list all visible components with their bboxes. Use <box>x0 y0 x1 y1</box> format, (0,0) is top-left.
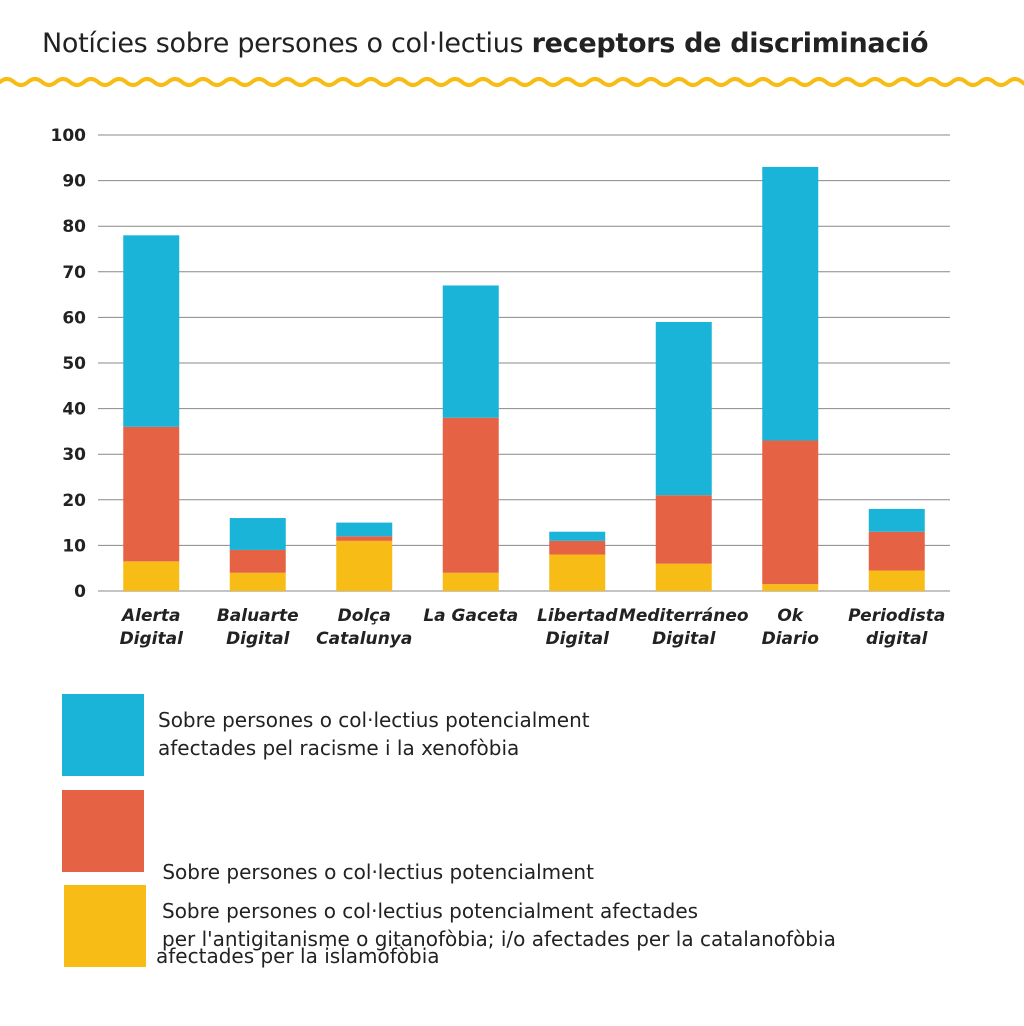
x-category-label: Digital <box>546 629 611 649</box>
legend-label-islamophobia: Sobre persones o col·lectius potencialme… <box>156 802 916 1026</box>
x-category-label: La Gaceta <box>423 606 518 626</box>
legend-label-antigypsyism-line1: Sobre persones o col·lectius potencialme… <box>162 899 699 923</box>
bar-segment <box>655 495 712 564</box>
x-category-label: Digital <box>652 629 717 649</box>
legend: Sobre persones o col·lectius potencialme… <box>0 694 1024 969</box>
bar-segment <box>229 549 286 573</box>
x-category-label: Ok <box>777 606 804 626</box>
legend-item-racism: Sobre persones o col·lectius potencialme… <box>0 694 1024 778</box>
legend-label-racism-line1: Sobre persones o col·lectius potencialme… <box>158 708 590 732</box>
bar-segment <box>868 508 925 532</box>
y-tick-label: 70 <box>62 263 86 283</box>
y-tick-label: 100 <box>51 126 87 146</box>
y-tick-label: 30 <box>62 445 86 465</box>
bar-segment <box>336 540 393 591</box>
wave-line <box>0 77 1024 87</box>
legend-item-antigypsyism: Sobre persones o col·lectius potencialme… <box>0 885 1024 969</box>
y-tick-label: 50 <box>62 354 86 374</box>
y-tick-label: 80 <box>62 217 86 237</box>
x-category-label: Mediterráneo <box>619 606 749 626</box>
x-category-label: Catalunya <box>316 629 412 649</box>
x-category-label: Dolça <box>338 606 391 626</box>
bar-segment <box>442 285 499 418</box>
legend-swatch-racism <box>62 694 144 776</box>
bar-segment <box>868 531 925 571</box>
legend-label-antigypsyism-line2: per l'antigitanisme o gitanofòbia; i/o a… <box>162 927 836 951</box>
bar-segment <box>655 563 712 591</box>
x-category-label: digital <box>866 629 929 649</box>
y-tick-label: 60 <box>62 308 86 328</box>
bar-segment <box>229 572 286 591</box>
bar-segment <box>123 561 180 591</box>
x-category-label: Baluarte <box>217 606 299 626</box>
legend-label-islamophobia-line2: afectades per la islamofòbia <box>156 944 440 968</box>
chart-title: Notícies sobre persones o col·lectius re… <box>42 26 929 62</box>
title-regular: Notícies sobre persones o col·lectius <box>42 28 524 59</box>
bar-segment <box>123 426 180 562</box>
bar-segment <box>868 570 925 591</box>
bar-segment <box>123 235 180 427</box>
x-category-label: Digital <box>120 629 185 649</box>
bar-segment <box>549 531 606 541</box>
y-tick-label: 0 <box>74 582 86 602</box>
bar-segment <box>762 166 819 441</box>
stacked-bar-chart: 0 10 20 30 40 50 60 70 80 90 100 Alerta Digital Balua… <box>51 126 950 649</box>
bar-segment <box>442 572 499 591</box>
bar-segment <box>442 417 499 573</box>
bar-segment <box>336 536 393 541</box>
x-category-label: Alerta <box>120 606 181 626</box>
bar-segment <box>655 321 712 496</box>
x-category-label: Diario <box>762 629 820 649</box>
y-tick-label: 20 <box>62 491 86 511</box>
legend-item-islamophobia: Sobre persones o col·lectius potencialme… <box>0 790 1024 968</box>
legend-label-racism: Sobre persones o col·lectius potencialme… <box>158 706 918 762</box>
x-category-label: Libertad <box>537 606 618 626</box>
bar-segment <box>336 522 393 537</box>
legend-label-islamophobia-line1: Sobre persones o col·lectius potencialme… <box>156 860 594 884</box>
bar-segment <box>549 554 606 591</box>
x-category-label: Periodista <box>848 606 945 626</box>
legend-swatch-islamophobia <box>62 790 144 872</box>
wave-divider <box>0 77 1024 87</box>
x-category-label: Digital <box>226 629 291 649</box>
y-tick-label: 10 <box>62 536 86 556</box>
legend-swatch-antigypsyism <box>64 885 146 967</box>
legend-label-racism-line2: afectades pel racisme i la xenofòbia <box>158 736 520 760</box>
bar-segment <box>549 540 606 555</box>
y-tick-label: 90 <box>62 172 86 192</box>
bar-segment <box>762 440 819 585</box>
title-bold: receptors de discriminació <box>531 28 929 59</box>
y-tick-label: 40 <box>62 400 86 420</box>
legend-label-antigypsyism: Sobre persones o col·lectius potencialme… <box>162 897 922 953</box>
bar-segment <box>762 584 819 591</box>
bar-segment <box>229 518 286 550</box>
